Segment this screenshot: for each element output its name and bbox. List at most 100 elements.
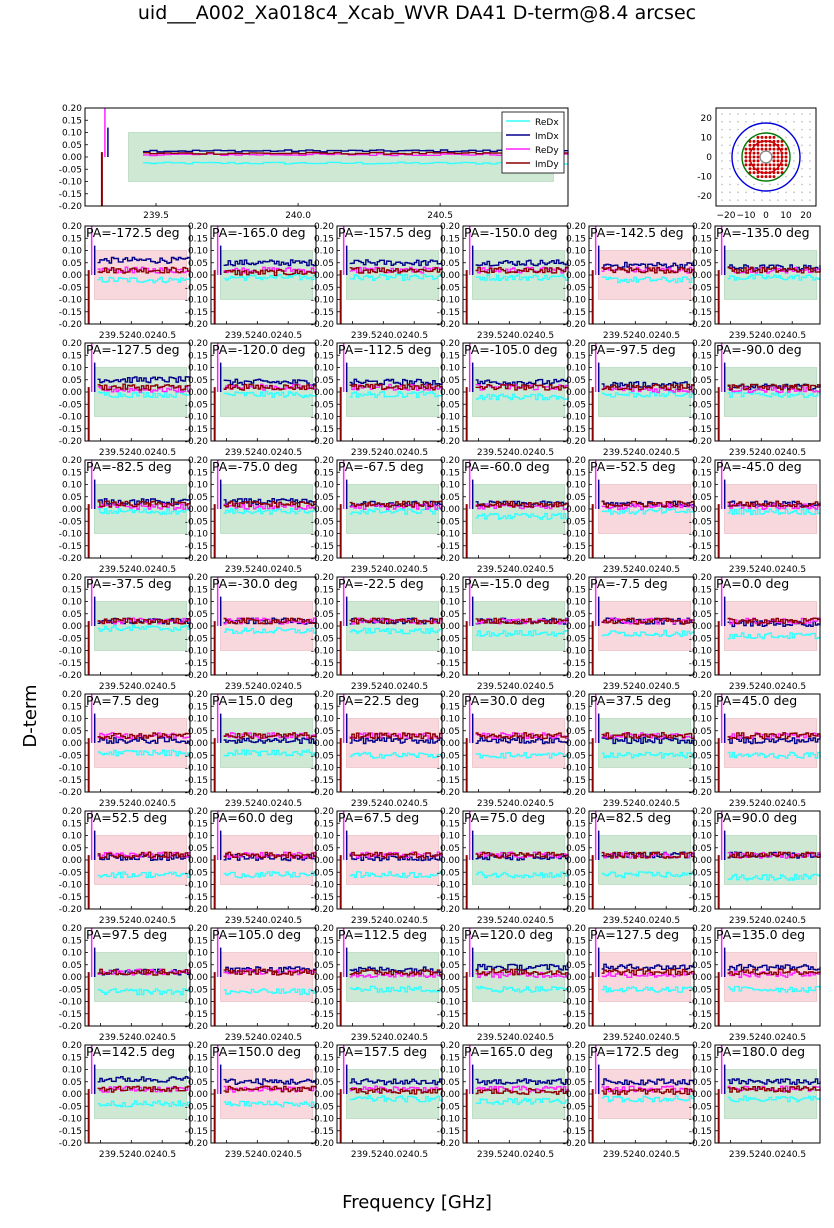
y-tick-label: 0.15 [314, 468, 334, 478]
x-tick-label: 239.5240.0240.5 [99, 916, 176, 926]
grid-dot [729, 113, 731, 115]
beam-map [715, 107, 817, 207]
x-tick-label: 239.5240.0240.5 [729, 1033, 806, 1043]
grid-dot [737, 120, 739, 123]
dterm-panel [462, 927, 569, 1027]
y-tick-label: 0.00 [188, 388, 208, 398]
y-tick-label: 0.10 [62, 949, 82, 959]
grid-dot [809, 113, 811, 115]
tolerance-band [220, 601, 314, 651]
y-tick-label: -0.15 [59, 425, 82, 435]
sample-dot [748, 167, 752, 171]
y-tick-label: -0.10 [563, 530, 587, 540]
y-tick-label: 0.15 [188, 351, 208, 361]
pa-label: PA=112.5 deg [338, 927, 427, 942]
y-tick-label: -0.20 [311, 788, 335, 798]
y-tick-label: 0.15 [566, 1053, 586, 1063]
grid-dot [737, 183, 739, 186]
y-tick-label: -0.20 [185, 905, 209, 915]
y-tick-label: 0.00 [692, 973, 712, 983]
y-tick-label: 0.20 [440, 1041, 460, 1051]
y-tick-label: 0.15 [62, 1053, 82, 1063]
legend-label-ImDy: ImDy [535, 160, 559, 170]
y-tick-label: -0.10 [311, 764, 335, 774]
grid-dot [721, 113, 723, 115]
y-tick-label: 0.15 [440, 702, 460, 712]
sample-dot [776, 171, 780, 175]
grid-dot [737, 113, 739, 115]
y-tick-label: 0.15 [566, 585, 586, 595]
dterm-panel [210, 459, 317, 559]
y-tick-label: -0.05 [437, 634, 460, 644]
beam-circle [741, 132, 791, 182]
y-tick-label: 0.20 [62, 104, 82, 114]
y-tick-label: -0.05 [689, 634, 712, 644]
y-tick-label: -0.15 [563, 659, 586, 669]
sample-dot [784, 147, 788, 151]
tolerance-band [598, 484, 692, 534]
series-ReDx-line [143, 161, 569, 165]
y-tick-label: 0.05 [314, 610, 334, 620]
y-tick-label: -0.15 [311, 776, 334, 786]
y-tick-label: -0.15 [689, 893, 712, 903]
y-tick-label: -0.20 [185, 1022, 209, 1032]
y-tick-label: -0.10 [437, 881, 461, 891]
y-tick-label: 0.20 [314, 222, 334, 232]
y-tick-label: -0.20 [563, 1022, 587, 1032]
y-tick-label: -0.20 [437, 1139, 461, 1149]
dterm-panel [714, 927, 821, 1027]
y-tick-label: 0.00 [62, 505, 82, 515]
y-tick-label: -0.05 [689, 517, 712, 527]
y-tick-label: 0.15 [566, 351, 586, 361]
y-tick-label: 0.20 [440, 924, 460, 934]
pa-label: PA=-60.0 deg [464, 459, 550, 474]
y-tick-label: -0.10 [689, 647, 713, 657]
y-tick-label: -0.10 [59, 764, 83, 774]
y-tick-label: -0.10 [563, 998, 587, 1008]
y-tick-label: -0.10 [59, 647, 83, 657]
y-tick-label: -0.10 [59, 881, 83, 891]
x-tick-label: 239.5240.0240.5 [351, 331, 428, 341]
grid-dot [769, 128, 771, 131]
y-tick-label: 0.10 [62, 598, 82, 608]
y-tick-label: 0.05 [692, 844, 712, 854]
x-tick-label: 239.5240.0240.5 [225, 448, 302, 458]
grid-dot [721, 191, 723, 194]
y-tick-label: 0.10 [188, 598, 208, 608]
series-ImDx-line [97, 256, 191, 264]
grid-dot [793, 152, 795, 154]
sample-dot [760, 167, 764, 171]
y-tick-label: 0.15 [440, 585, 460, 595]
grid-dot [809, 175, 811, 178]
x-tick-label: 239.5240.0240.5 [603, 331, 680, 341]
grid-dot [753, 128, 755, 131]
grid-dot [737, 167, 739, 170]
beam-y-tick-label: 0 [706, 153, 712, 163]
series-ImDx-line [97, 1076, 191, 1083]
y-tick-label: 0.05 [62, 961, 82, 971]
y-tick-label: 0.05 [314, 1078, 334, 1088]
y-tick-label: -0.20 [311, 1022, 335, 1032]
y-tick-label: 0.00 [314, 388, 334, 398]
y-tick-label: 0.05 [314, 493, 334, 503]
y-tick-label: -0.05 [563, 985, 586, 995]
y-tick-label: 0.10 [62, 364, 82, 374]
grid-dot [721, 128, 723, 131]
y-tick-label: 0.20 [692, 924, 712, 934]
sample-dot [772, 167, 776, 171]
beam-circle [759, 150, 773, 164]
y-tick-label: -0.20 [437, 1022, 461, 1032]
y-tick-label: 0.15 [566, 702, 586, 712]
x-tick-label: 239.5240.0240.5 [99, 565, 176, 575]
series-ImDx-line [601, 963, 695, 971]
y-tick-label: 0.05 [440, 727, 460, 737]
y-tick-label: 0.15 [692, 351, 712, 361]
series-ImDy-line [223, 617, 317, 625]
pa-label: PA=60.0 deg [212, 810, 293, 825]
series-ImDy-line [475, 266, 569, 274]
y-tick-label: -0.05 [311, 517, 334, 527]
dterm-panel [84, 576, 191, 676]
sample-dot [784, 163, 788, 167]
y-tick-label: 0.05 [566, 259, 586, 269]
y-tick-label: 0.20 [62, 222, 82, 232]
